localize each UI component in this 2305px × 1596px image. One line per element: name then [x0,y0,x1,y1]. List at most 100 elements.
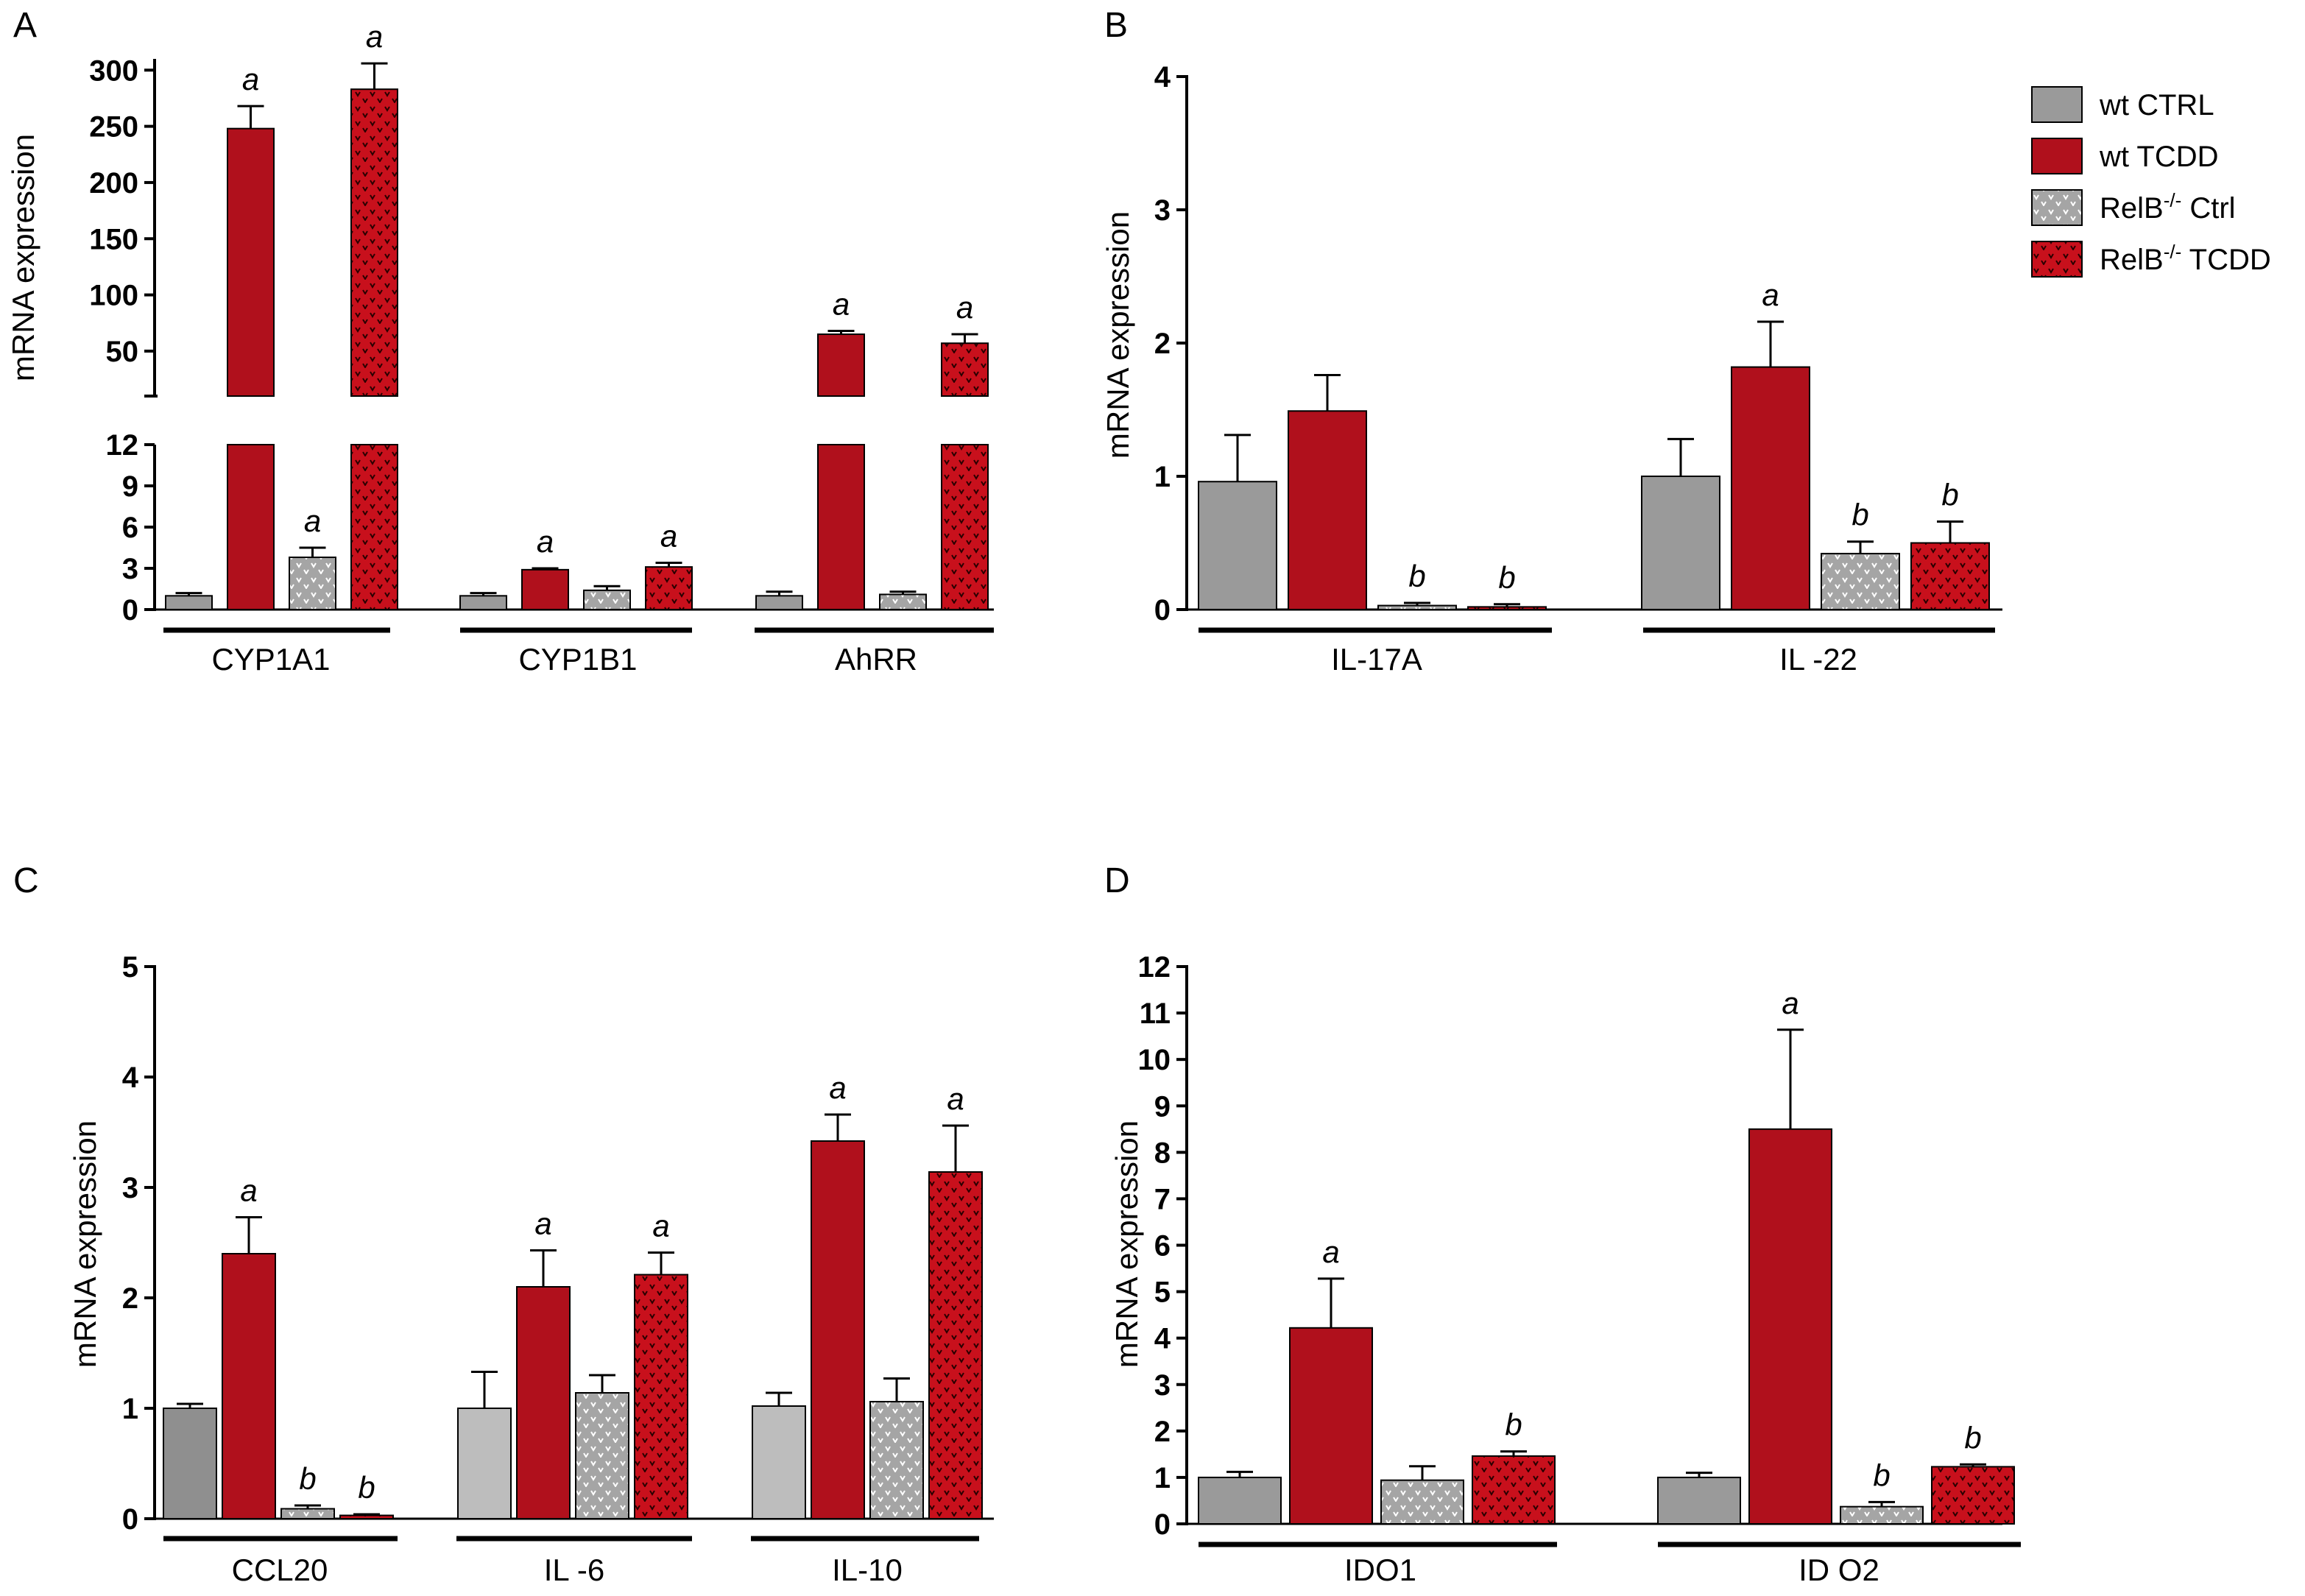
category-label-2: IL-10 [832,1553,903,1587]
panel-letter-d: D [1104,861,1130,900]
bar-relb_tcdd-2-significance-label: a [956,290,973,325]
y-tick-label: 4 [1154,1323,1171,1355]
category-label-0: IL-17A [1331,642,1422,677]
bar-relb_tcdd-1-significance-label: b [1964,1420,1981,1455]
panel-b-chart: 0 1 2 3 4 a b b b b mRNA expression IL-17A IL -22 [1101,61,2002,677]
bar-relb_tcdd-0 [1472,1455,1556,1525]
y-axis-label: mRNA expression [1101,211,1135,459]
bar-relb_tcdd-1 [1910,542,1990,610]
y-axis-label: mRNA expression [68,1120,102,1368]
bar-relb_ctrl-1-significance-label: b [1852,498,1868,532]
category-label-0: CCL20 [232,1553,328,1587]
bar-wt_tcdd-0 [222,1253,276,1519]
bar-relb_ctrl-1 [1840,1505,1924,1525]
bar-relb_tcdd-2-upper [941,342,989,398]
bar-wt_tcdd-0 [1289,1327,1373,1525]
legend-swatch-relb_ctrl [2031,189,2083,226]
bar-wt_tcdd-1 [1748,1128,1832,1525]
bar-relb_tcdd-1 [645,566,693,611]
bar-wt_tcdd-0-significance-label: a [240,1173,257,1208]
bar-wt_tcdd-0-significance-label: a [242,62,259,96]
bar-wt_tcdd-2-significance-label: a [829,1070,846,1105]
bar-wt_tcdd-2-significance-label: a [833,286,850,321]
bar-relb_tcdd-2 [928,1171,983,1519]
y-tick-label-lower: 9 [122,470,138,503]
category-label-2: AhRR [835,642,917,677]
y-tick-label-upper: 50 [106,336,139,368]
bar-relb_ctrl-0-significance-label: b [299,1461,316,1496]
y-tick-label: 5 [122,951,138,984]
bar-wt_ctrl-2 [755,595,803,610]
y-tick-label-lower: 0 [122,594,138,626]
bar-relb_ctrl-0-significance-label: b [1408,559,1425,593]
bar-wt_tcdd-0-lower [227,444,275,610]
category-label-1: CYP1B1 [518,642,637,677]
bar-wt_tcdd-1 [1731,366,1810,610]
y-tick-label-upper: 200 [89,167,138,200]
y-tick-label: 2 [122,1282,138,1315]
bar-relb_tcdd-1-significance-label: a [652,1209,669,1243]
bar-relb_tcdd-0 [339,1514,394,1519]
bar-wt_tcdd-0-significance-label: a [1322,1235,1339,1269]
bar-relb_tcdd-1 [634,1274,688,1519]
legend-swatch-wt_ctrl [2031,86,2083,123]
bar-relb_ctrl-0 [1377,604,1457,611]
bar-relb_tcdd-2-significance-label: a [947,1081,964,1116]
y-tick-label: 2 [1154,1416,1171,1448]
y-tick-label: 8 [1154,1137,1171,1169]
bar-wt_tcdd-2-upper [817,333,865,397]
bar-relb_tcdd-0-lower [350,444,398,610]
y-tick-label: 0 [1154,594,1171,626]
bar-relb_ctrl-1 [575,1392,629,1519]
bar-wt_tcdd-1-significance-label: a [1782,986,1799,1020]
y-tick-label: 0 [1154,1508,1171,1541]
bar-relb_ctrl-1 [1821,552,1900,610]
y-tick-label: 3 [1154,194,1171,227]
legend-label-wt_ctrl: wt CTRL [2099,89,2214,121]
y-tick-label: 6 [1154,1230,1171,1263]
bar-relb_tcdd-1 [1931,1466,2015,1525]
bar-wt_tcdd-1 [516,1286,571,1519]
y-tick-label: 0 [122,1503,138,1536]
y-tick-label-upper: 250 [89,111,138,144]
bar-wt_ctrl-1 [459,595,507,610]
bar-relb_ctrl-0 [289,557,336,610]
bar-relb_ctrl-1 [583,589,631,610]
bar-relb_ctrl-0 [1380,1479,1464,1525]
bar-wt_tcdd-1-significance-label: a [534,1207,551,1241]
bar-wt_ctrl-1 [1641,476,1720,610]
y-tick-label: 3 [122,1172,138,1204]
bar-relb_ctrl-1-significance-label: b [1873,1458,1890,1492]
y-tick-label: 7 [1154,1183,1171,1215]
y-tick-label: 1 [1154,1462,1171,1494]
y-tick-label: 4 [122,1062,139,1094]
bar-relb_tcdd-2-lower [941,444,989,610]
y-tick-label: 1 [1154,461,1171,493]
category-label-1: IL -6 [544,1553,604,1587]
y-tick-label: 2 [1154,328,1171,360]
bar-relb_ctrl-0 [280,1508,335,1519]
legend-swatch-relb_tcdd [2031,241,2083,278]
y-axis-label: mRNA expression [1109,1120,1144,1368]
category-label-0: CYP1A1 [211,642,330,677]
y-tick-label: 4 [1154,61,1171,93]
y-tick-label: 9 [1154,1090,1171,1123]
bar-wt_ctrl-1 [457,1408,512,1519]
bar-wt_tcdd-2-lower [817,444,865,610]
y-tick-label-upper: 300 [89,54,138,87]
category-label-0: IDO1 [1344,1553,1416,1587]
bar-wt_tcdd-0-upper [227,127,275,398]
bar-wt_tcdd-1 [521,568,569,610]
bar-relb_tcdd-0-significance-label: b [1505,1408,1522,1442]
bar-wt_ctrl-0 [1198,1476,1282,1525]
legend-label-wt_tcdd: wt TCDD [2099,141,2218,173]
y-axis-label: mRNA expression [6,134,40,381]
bar-relb_ctrl-2 [869,1401,924,1519]
bar-relb_tcdd-0-significance-label: b [358,1470,375,1505]
bar-wt_ctrl-2 [752,1405,806,1519]
bar-wt_tcdd-2 [811,1140,865,1519]
bar-relb_tcdd-0-significance-label: a [366,19,383,54]
y-tick-label: 1 [122,1393,138,1425]
